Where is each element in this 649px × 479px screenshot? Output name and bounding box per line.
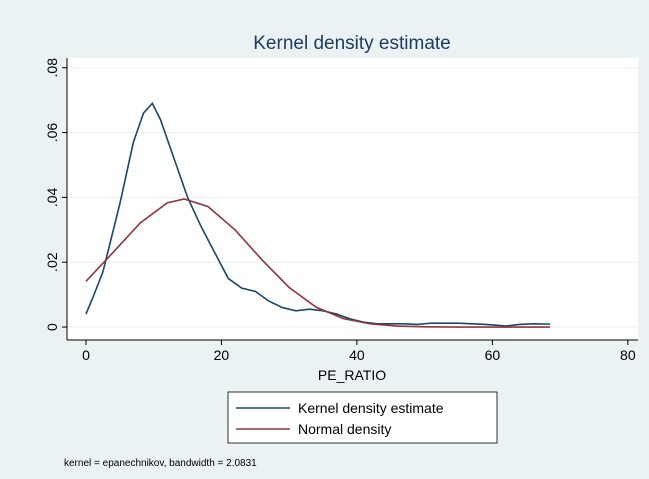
x-tick-label: 20 (214, 347, 230, 363)
x-tick-label: 40 (349, 347, 365, 363)
density-line (85, 101, 550, 327)
y-tick-label: .02 (44, 252, 60, 272)
legend-label: Kernel density estimate (298, 400, 444, 416)
x-tick-label: 80 (620, 347, 636, 363)
note: kernel = epanechnikov, bandwidth = 2.083… (64, 458, 257, 469)
x-axis-label: PE_RATIO (318, 367, 386, 383)
y-tick-label: .04 (44, 187, 60, 207)
x-tick-label: 0 (82, 347, 90, 363)
density-line (85, 198, 550, 328)
plot-area (67, 58, 638, 340)
y-tick-label: .06 (44, 123, 60, 143)
legend (227, 391, 498, 444)
y-tick-label: .08 (44, 58, 60, 78)
legend-label: Normal density (298, 421, 391, 437)
x-tick-label: 60 (485, 347, 501, 363)
y-tick-label: 0 (44, 323, 60, 331)
chart-title: Kernel density estimate (253, 33, 451, 54)
